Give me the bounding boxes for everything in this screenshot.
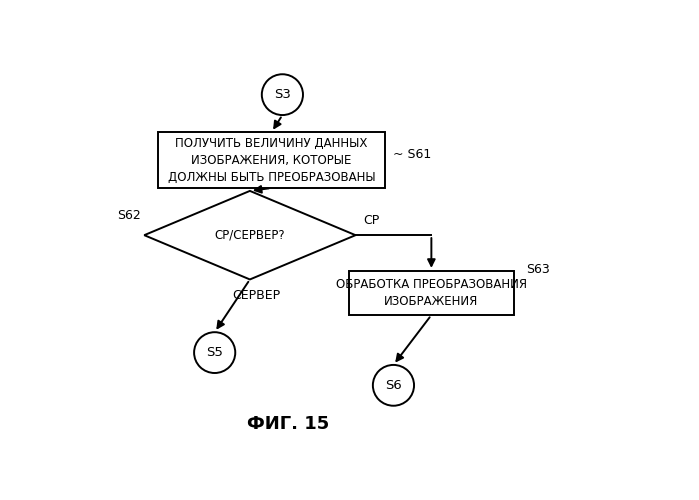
Text: S5: S5 [206,346,223,359]
Text: ПОЛУЧИТЬ ВЕЛИЧИНУ ДАННЫХ
ИЗОБРАЖЕНИЯ, КОТОРЫЕ
ДОЛЖНЫ БЫТЬ ПРЕОБРАЗОВАНЫ: ПОЛУЧИТЬ ВЕЛИЧИНУ ДАННЫХ ИЗОБРАЖЕНИЯ, КО… [168,136,375,184]
Text: ~ S61: ~ S61 [394,148,432,161]
Text: S3: S3 [274,88,291,101]
Text: СР/СЕРВЕР?: СР/СЕРВЕР? [215,228,285,241]
FancyBboxPatch shape [349,271,514,315]
Text: ФИГ. 15: ФИГ. 15 [247,415,329,433]
Text: СР: СР [363,214,380,228]
Text: S6: S6 [385,379,402,392]
Text: СЕРВЕР: СЕРВЕР [232,289,280,302]
Text: S62: S62 [117,210,141,222]
Text: ОБРАБОТКА ПРЕОБРАЗОВАНИЯ
ИЗОБРАЖЕНИЯ: ОБРАБОТКА ПРЕОБРАЗОВАНИЯ ИЗОБРАЖЕНИЯ [336,278,527,308]
FancyBboxPatch shape [158,132,385,188]
Text: S63: S63 [526,264,550,276]
